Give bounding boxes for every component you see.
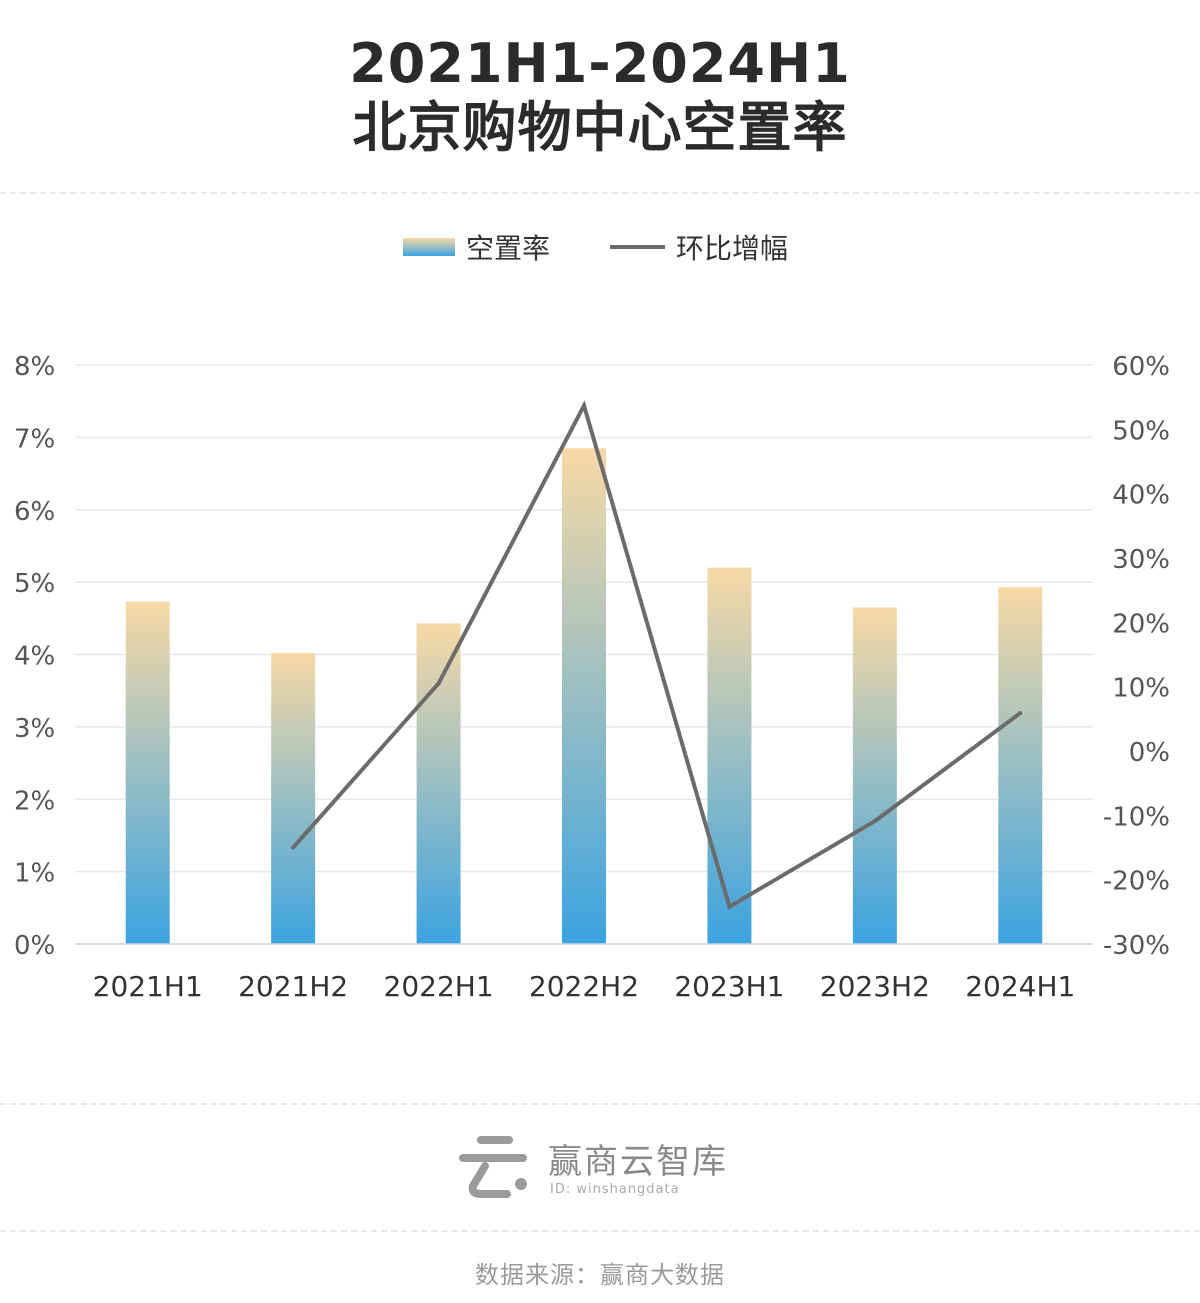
x-tick-label-2022H1: 2022H1 bbox=[384, 970, 494, 1003]
y-left-tick-label-4: 4% bbox=[14, 642, 55, 672]
y-left-tick-label-1: 1% bbox=[14, 859, 55, 889]
y-right-tick-label-0: -30% bbox=[1103, 931, 1170, 961]
bar-2024H1 bbox=[998, 587, 1043, 944]
line-point-2021H2 bbox=[291, 845, 296, 850]
y-left-tick-label-6: 6% bbox=[14, 497, 55, 527]
footer-divider-bottom bbox=[0, 1230, 1200, 1232]
x-tick-label-2021H2: 2021H2 bbox=[238, 970, 348, 1003]
chart-legend: 空置率 环比增幅 bbox=[403, 232, 788, 265]
y-right-tick-label-3: 0% bbox=[1129, 738, 1170, 768]
y-axis-right: -30% -20% -10% 0% 10% 20% 30% 40% 50% 60% bbox=[1103, 352, 1170, 961]
bar-2023H2 bbox=[852, 607, 897, 944]
y-left-tick-label-5: 5% bbox=[14, 569, 55, 599]
bar-series bbox=[125, 448, 1043, 944]
y-right-tick-label-6: 30% bbox=[1112, 545, 1170, 575]
y-left-tick-label-0: 0% bbox=[14, 931, 55, 961]
brand-block: 赢商云智库 ID: winshangdata bbox=[0, 1110, 1200, 1230]
line-point-2022H2 bbox=[582, 403, 586, 408]
y-right-tick-label-8: 50% bbox=[1112, 416, 1170, 446]
x-tick-label-2024H1: 2024H1 bbox=[965, 970, 1075, 1003]
combo-chart: 空置率 环比增幅 0% 1% 2% 3% 4% 5% 6% 7% 8% -30% -20% -10%… bbox=[14, 232, 1170, 1003]
y-right-tick-label-2: -10% bbox=[1103, 802, 1170, 832]
top-divider bbox=[0, 192, 1200, 194]
data-source: 数据来源：赢商大数据 bbox=[475, 1261, 725, 1289]
chart-title-line-2: 北京购物中心空置率 bbox=[352, 96, 848, 159]
line-path bbox=[291, 400, 1022, 910]
brand-name: 赢商云智库 bbox=[548, 1142, 728, 1182]
chart-title: 2021H1-2024H1 北京购物中心空置率 bbox=[0, 0, 1200, 192]
x-tick-label-2022H2: 2022H2 bbox=[529, 970, 639, 1003]
line-point-2023H2 bbox=[872, 819, 877, 824]
y-right-tick-label-7: 40% bbox=[1112, 481, 1170, 511]
brand-logo-icon bbox=[459, 1136, 527, 1198]
bar-2022H1 bbox=[416, 623, 461, 944]
bar-2023H1 bbox=[707, 567, 752, 944]
x-axis: 2021H1 2021H2 2022H1 2022H2 2023H1 2023H2 2024… bbox=[75, 943, 1093, 1003]
y-left-tick-label-3: 3% bbox=[14, 714, 55, 744]
brand-id: ID: winshangdata bbox=[550, 1182, 680, 1197]
footer-divider-top bbox=[0, 1103, 1200, 1105]
y-right-tick-label-5: 20% bbox=[1112, 609, 1170, 639]
line-point-2023H1 bbox=[727, 904, 732, 909]
x-tick-label-2023H1: 2023H1 bbox=[674, 970, 784, 1003]
legend-label-line: 环比增幅 bbox=[676, 232, 788, 265]
y-right-tick-label-1: -20% bbox=[1103, 867, 1170, 897]
line-series bbox=[291, 400, 1023, 910]
line-point-2022H1 bbox=[436, 681, 441, 686]
y-left-tick-label-2: 2% bbox=[14, 786, 55, 816]
legend-label-bar: 空置率 bbox=[466, 232, 550, 265]
bar-2022H2 bbox=[562, 448, 606, 944]
bar-2021H2 bbox=[271, 653, 316, 944]
line-point-2024H1 bbox=[1018, 711, 1023, 716]
y-right-tick-label-9: 60% bbox=[1112, 352, 1170, 382]
bar-2021H1 bbox=[125, 601, 170, 944]
x-tick-label-2023H2: 2023H2 bbox=[820, 970, 930, 1003]
y-right-tick-label-4: 10% bbox=[1112, 674, 1170, 704]
chart-title-line-1: 2021H1-2024H1 bbox=[349, 32, 851, 95]
y-axis-left: 0% 1% 2% 3% 4% 5% 6% 7% 8% bbox=[14, 352, 55, 961]
y-left-tick-label-8: 8% bbox=[14, 352, 55, 382]
x-tick-label-2021H1: 2021H1 bbox=[93, 970, 203, 1003]
legend-swatch-bar bbox=[403, 238, 455, 256]
y-left-tick-label-7: 7% bbox=[14, 424, 55, 454]
